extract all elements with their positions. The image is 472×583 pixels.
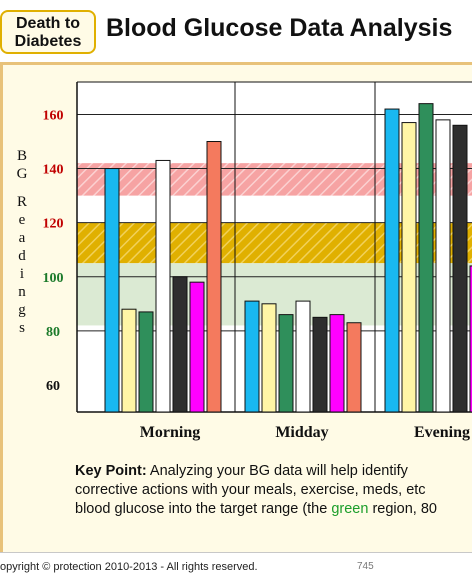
bar-evening-3 xyxy=(435,119,451,413)
page-title: Blood Glucose Data Analysis xyxy=(106,14,453,42)
key-point-green-word: green xyxy=(331,501,369,517)
key-point-text: Key Point: Analyzing your BG data will h… xyxy=(75,462,472,519)
x-category-label-midday: Midday xyxy=(275,424,328,441)
bar-midday-1 xyxy=(261,303,277,413)
bar-midday-3 xyxy=(295,300,311,413)
y-axis-label-char-1: G xyxy=(17,166,28,182)
y-tick-label-60: 60 xyxy=(46,379,60,394)
copyright-text: opyright © protection 2010-2013 - All ri… xyxy=(0,561,258,573)
bar-evening-0 xyxy=(384,108,400,413)
x-category-label-morning: Morning xyxy=(140,424,200,441)
y-axis-label-char-3: R xyxy=(17,194,27,210)
x-category-label-evening: Evening xyxy=(414,424,470,441)
y-axis-label-char-5: a xyxy=(19,230,26,246)
bar-midday-2 xyxy=(278,314,294,413)
y-tick-label-80: 80 xyxy=(46,325,60,340)
bar-evening-2 xyxy=(418,103,434,413)
key-point-label: Key Point: xyxy=(75,463,147,479)
bar-midday-0 xyxy=(244,300,260,413)
page-number: 745 xyxy=(357,561,374,572)
bar-morning-5 xyxy=(189,281,205,413)
bar-evening-5 xyxy=(469,265,472,413)
y-tick-label-160: 160 xyxy=(43,108,64,123)
y-axis-label-char-9: g xyxy=(18,302,26,318)
bar-morning-0 xyxy=(104,168,120,413)
bar-morning-2 xyxy=(138,311,154,413)
header: Death to Diabetes Blood Glucose Data Ana… xyxy=(0,0,472,62)
bar-morning-3 xyxy=(155,159,171,413)
bar-evening-1 xyxy=(401,122,417,413)
bar-midday-4 xyxy=(312,316,328,413)
y-axis-label-char-7: i xyxy=(20,266,24,282)
y-tick-label-100: 100 xyxy=(43,271,64,286)
y-axis-label-char-6: d xyxy=(18,248,26,264)
logo-line-2: Diabetes xyxy=(14,33,82,50)
y-axis-label-char-0: B xyxy=(17,148,27,164)
key-point-line-2: corrective actions with your meals, exer… xyxy=(75,482,426,498)
bar-morning-1 xyxy=(121,308,137,413)
y-tick-label-120: 120 xyxy=(43,217,64,232)
bar-morning-4 xyxy=(172,276,188,413)
bar-morning-6 xyxy=(206,141,222,413)
y-axis-label-char-10: s xyxy=(19,320,25,336)
y-axis-label-char-4: e xyxy=(19,212,26,228)
key-point-line-1: Analyzing your BG data will help identif… xyxy=(146,463,408,479)
death-to-diabetes-logo: Death to Diabetes xyxy=(0,10,96,54)
footer: opyright © protection 2010-2013 - All ri… xyxy=(0,552,472,583)
bar-evening-4 xyxy=(452,124,468,413)
bar-midday-5 xyxy=(329,314,345,413)
y-tick-label-140: 140 xyxy=(43,163,64,178)
bar-midday-6 xyxy=(346,322,362,413)
key-point-line-3-start: blood glucose into the target range (the xyxy=(75,501,332,517)
logo-line-1: Death to xyxy=(16,15,80,32)
key-point-line-3-end: region, 80 xyxy=(368,501,437,517)
y-axis-label-char-8: n xyxy=(18,284,26,300)
